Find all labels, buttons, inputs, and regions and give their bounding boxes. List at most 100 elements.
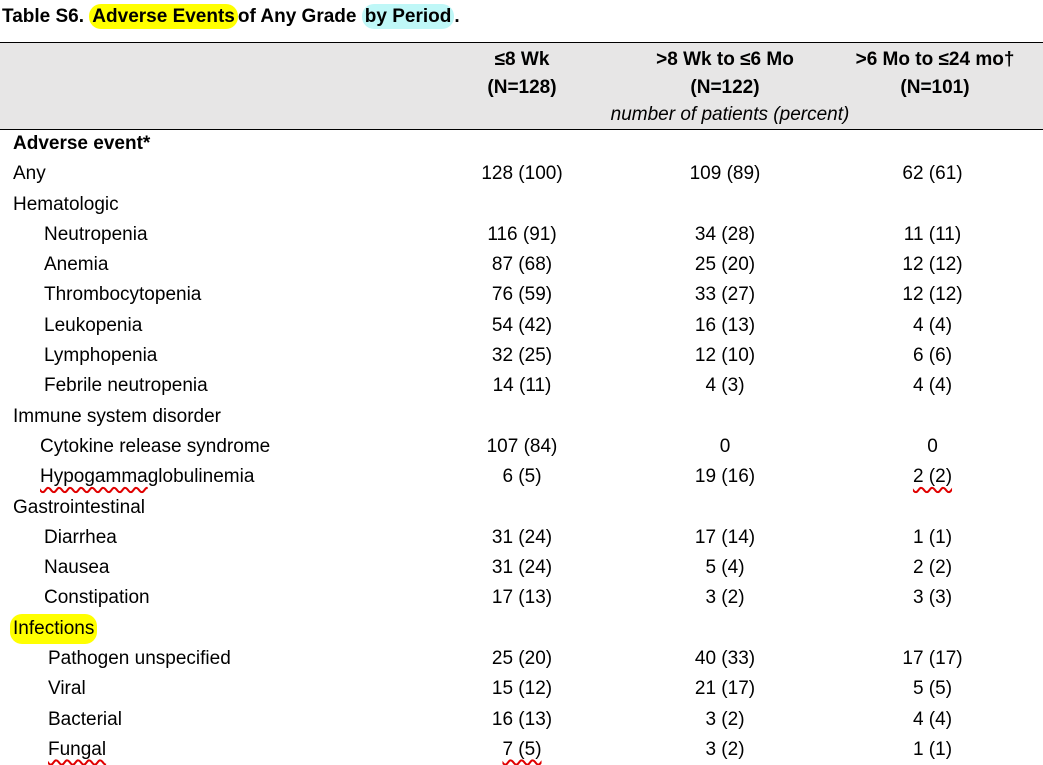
category-label: Hematologic — [13, 193, 119, 215]
table-row: Neutropenia 116 (91) 34 (28) 11 (11) — [0, 220, 1043, 250]
row-label-misspelled-part: Hypogamma — [40, 466, 148, 488]
row-label: Diarrhea — [44, 526, 117, 548]
cell-col2: 40 (33) — [694, 648, 756, 670]
cell-col2: 12 (10) — [694, 345, 756, 367]
row-label: Thrombocytopenia — [44, 284, 202, 306]
row-label: Pathogen unspecified — [48, 648, 231, 670]
table-row: Hypogammaglobulinemia 6 (5) 19 (16) 2 (2… — [0, 462, 1043, 492]
category-row: Immune system disorder — [0, 402, 1043, 432]
category-label: Gastrointestinal — [13, 496, 146, 518]
cell-col1: 128 (100) — [481, 163, 563, 185]
cell-col1: 116 (91) — [487, 223, 557, 245]
cell-col1: 76 (59) — [491, 284, 553, 306]
table-row: Fungal 7 (5) 3 (2) 1 (1) — [0, 735, 1043, 765]
cell-col1: 14 (11) — [492, 375, 552, 397]
cell-col2: 21 (17) — [694, 678, 756, 700]
row-label: Neutropenia — [44, 223, 148, 245]
row-label: Lymphopenia — [44, 345, 158, 367]
table-row: Thrombocytopenia 76 (59) 33 (27) 12 (12) — [0, 280, 1043, 310]
table-row: Constipation 17 (13) 3 (2) 3 (3) — [0, 583, 1043, 613]
row-label-underlined: Fungal — [48, 738, 107, 760]
title-prefix: Table S6. — [2, 6, 85, 27]
cell-col1: 7 (5) — [442, 735, 602, 765]
category-row: Infections — [0, 613, 1043, 644]
column-header-line2: (N=101) — [900, 77, 970, 98]
cell-col1: 16 (13) — [491, 708, 553, 730]
table-row: Any 128 (100) 109 (89) 62 (61) — [0, 159, 1043, 189]
title-highlight-by-period: by Period — [361, 4, 455, 29]
column-header-line2: (N=128) — [487, 77, 557, 98]
table-row: Nausea 31 (24) 5 (4) 2 (2) — [0, 553, 1043, 583]
category-label-highlighted: Infections — [10, 613, 98, 644]
cell-col2: 3 (2) — [705, 708, 745, 730]
category-row: Hematologic — [0, 190, 1043, 220]
cell-col3: 1 (1) — [912, 738, 953, 760]
table-row: Cytokine release syndrome 107 (84) 0 0 — [0, 432, 1043, 462]
table-body: Adverse event* Any 128 (100) 109 (89) 62… — [0, 129, 1043, 765]
table-row: Pathogen unspecified 25 (20) 40 (33) 17 … — [0, 644, 1043, 674]
cell-col2: 17 (14) — [694, 526, 756, 548]
cell-col3: 4 (4) — [912, 314, 953, 336]
cell-col3: 1 (1) — [912, 526, 953, 548]
column-header-line2: (N=122) — [690, 77, 760, 98]
cell-col1: 25 (20) — [491, 648, 553, 670]
category-label: Immune system disorder — [13, 405, 222, 427]
cell-col3: 17 (17) — [902, 648, 963, 670]
cell-col1: 107 (84) — [486, 435, 558, 457]
cell-col1: 31 (24) — [491, 557, 553, 579]
cell-col3: 4 (4) — [912, 375, 953, 397]
cell-col1: 54 (42) — [491, 314, 553, 336]
row-label: Any — [13, 163, 46, 185]
cell-col3: 2 (2) — [830, 462, 1035, 492]
row-label-rest: globulinemia — [147, 466, 255, 488]
cell-col3: 5 (5) — [912, 678, 953, 700]
cell-col3: 0 — [927, 435, 938, 457]
column-header-8wk-to-6mo: >8 Wk to ≤6 Mo (N=122) — [620, 46, 830, 102]
cell-col1: 87 (68) — [491, 254, 553, 276]
cell-col2: 3 (2) — [705, 587, 745, 609]
cell-col3: 4 (4) — [912, 708, 953, 730]
column-header-6mo-to-24mo: >6 Mo to ≤24 mo† (N=101) — [830, 46, 1040, 102]
title-highlight-adverse-events: Adverse Events — [89, 4, 238, 29]
cell-col2: 109 (89) — [689, 163, 761, 185]
units-label: number of patients (percent) — [610, 104, 850, 125]
cell-col1: 32 (25) — [491, 345, 553, 367]
cell-col2: 3 (2) — [705, 738, 745, 760]
section-header-row: Adverse event* — [0, 129, 1043, 159]
row-label: Bacterial — [48, 708, 122, 730]
table-row: Diarrhea 31 (24) 17 (14) 1 (1) — [0, 523, 1043, 553]
cell-col3: 62 (61) — [902, 163, 963, 185]
row-label: Leukopenia — [44, 314, 143, 336]
cell-col3: 3 (3) — [912, 587, 953, 609]
row-label: Fungal — [48, 735, 106, 765]
cell-col2: 5 (4) — [705, 557, 745, 579]
cell-col1: 17 (13) — [491, 587, 553, 609]
cell-col3: 6 (6) — [912, 345, 953, 367]
cell-col2: 19 (16) — [694, 466, 756, 488]
column-header-line1: ≤8 Wk — [494, 49, 550, 70]
cell-col2: 34 (28) — [694, 223, 756, 245]
row-label: Cytokine release syndrome — [40, 435, 271, 457]
cell-col2: 25 (20) — [694, 254, 756, 276]
cell-col2: 4 (3) — [705, 375, 745, 397]
row-label: Anemia — [44, 254, 109, 276]
section-header: Adverse event* — [13, 133, 151, 154]
row-label: Viral — [48, 678, 86, 700]
table-header-band — [0, 42, 1043, 130]
cell-col2: 0 — [719, 435, 731, 457]
row-label: Febrile neutropenia — [44, 375, 208, 397]
title-middle: of Any Grade — [237, 6, 357, 27]
category-row: Gastrointestinal — [0, 493, 1043, 523]
cell-col3: 2 (2) — [912, 557, 953, 579]
cell-col3: 11 (11) — [903, 223, 962, 245]
table-title: Table S6. Adverse Events of Any Grade by … — [2, 4, 460, 30]
title-suffix: . — [454, 6, 460, 27]
table-row: Viral 15 (12) 21 (17) 5 (5) — [0, 674, 1043, 704]
cell-col1: 6 (5) — [502, 466, 542, 488]
column-header-line1: >6 Mo to ≤24 mo† — [855, 49, 1015, 70]
row-label: Constipation — [44, 587, 150, 609]
cell-col1: 31 (24) — [491, 526, 553, 548]
column-header-line1: >8 Wk to ≤6 Mo — [656, 49, 794, 70]
row-label: Nausea — [44, 557, 110, 579]
cell-col3: 12 (12) — [902, 284, 963, 306]
